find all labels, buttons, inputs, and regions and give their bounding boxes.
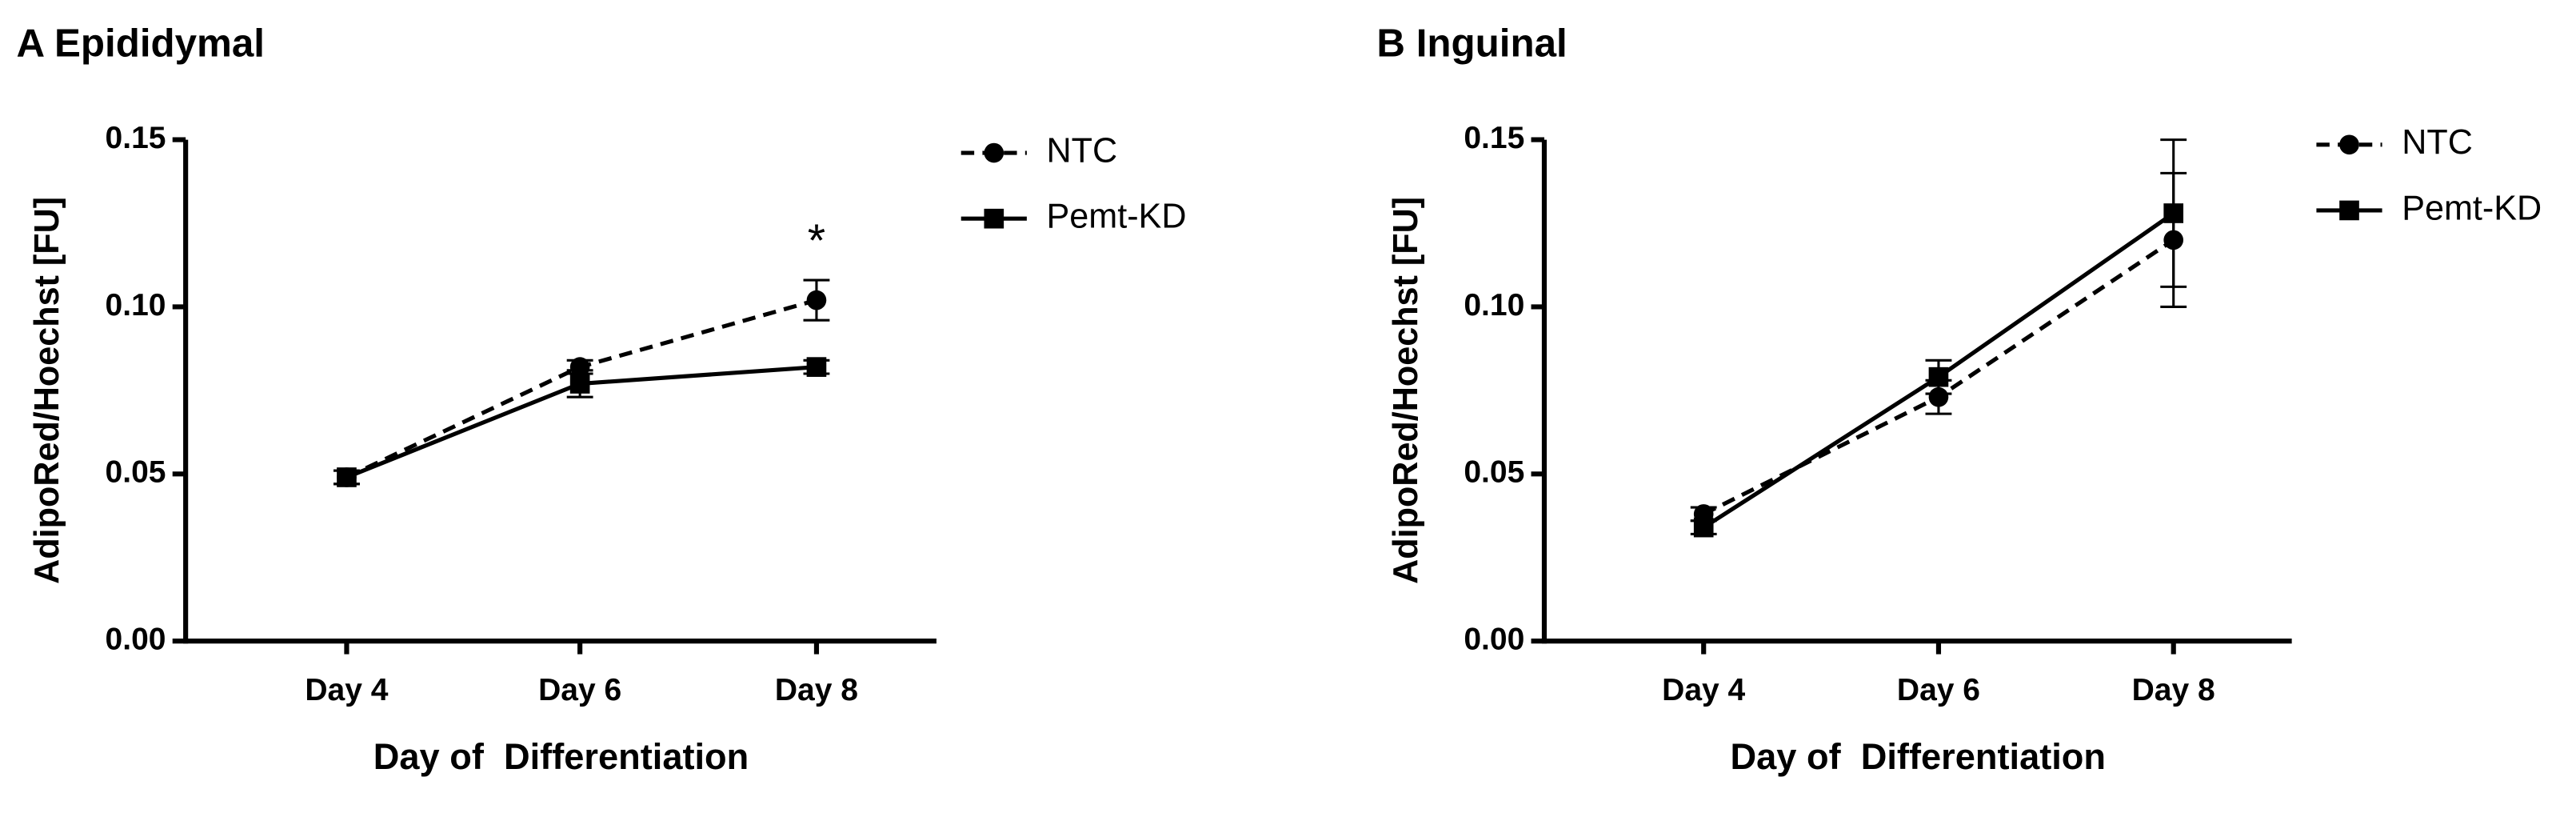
x-tick-label: Day 8 [775, 673, 858, 707]
chart-title: A Epididymal [17, 22, 265, 66]
x-tick-label: Day 6 [538, 673, 621, 707]
y-tick-label: 0.05 [106, 455, 166, 490]
legend-marker [984, 142, 1004, 163]
chart-title: B Inguinal [1376, 22, 1567, 66]
x-tick-label: Day 4 [1662, 673, 1745, 707]
legend-marker [984, 208, 1004, 229]
legend-label: Pemt-KD [1047, 198, 1187, 236]
point [337, 467, 357, 487]
x-axis-label: Day of Differentiation [373, 736, 749, 777]
legend-label: NTC [2402, 123, 2473, 162]
point [1928, 366, 1949, 387]
point [806, 357, 827, 377]
point [1928, 386, 1949, 407]
x-tick-label: Day 4 [305, 673, 388, 707]
y-tick-label: 0.10 [106, 288, 166, 322]
x-tick-label: Day 8 [2132, 673, 2215, 707]
y-tick-label: 0.10 [1464, 288, 1524, 322]
y-axis-label: AdipoRed/Hoechst [FU] [1387, 197, 1425, 584]
x-tick-label: Day 6 [1897, 673, 1980, 707]
legend-marker [2339, 134, 2359, 155]
y-tick-label: 0.15 [106, 121, 166, 155]
y-tick-label: 0.00 [106, 622, 166, 656]
legend-label: Pemt-KD [2402, 189, 2542, 227]
y-tick-label: 0.15 [1464, 121, 1524, 155]
y-tick-label: 0.00 [1464, 622, 1524, 656]
point [569, 357, 590, 377]
point [1693, 517, 1714, 538]
legend-marker [2339, 200, 2359, 221]
annotation: * [808, 215, 825, 266]
legend-label: NTC [1047, 131, 1118, 170]
y-axis-label: AdipoRed/Hoechst [FU] [28, 197, 66, 584]
point [806, 290, 827, 310]
point [2163, 203, 2184, 223]
x-axis-label: Day of Differentiation [1731, 736, 2106, 777]
point [569, 374, 590, 394]
y-tick-label: 0.05 [1464, 455, 1524, 490]
